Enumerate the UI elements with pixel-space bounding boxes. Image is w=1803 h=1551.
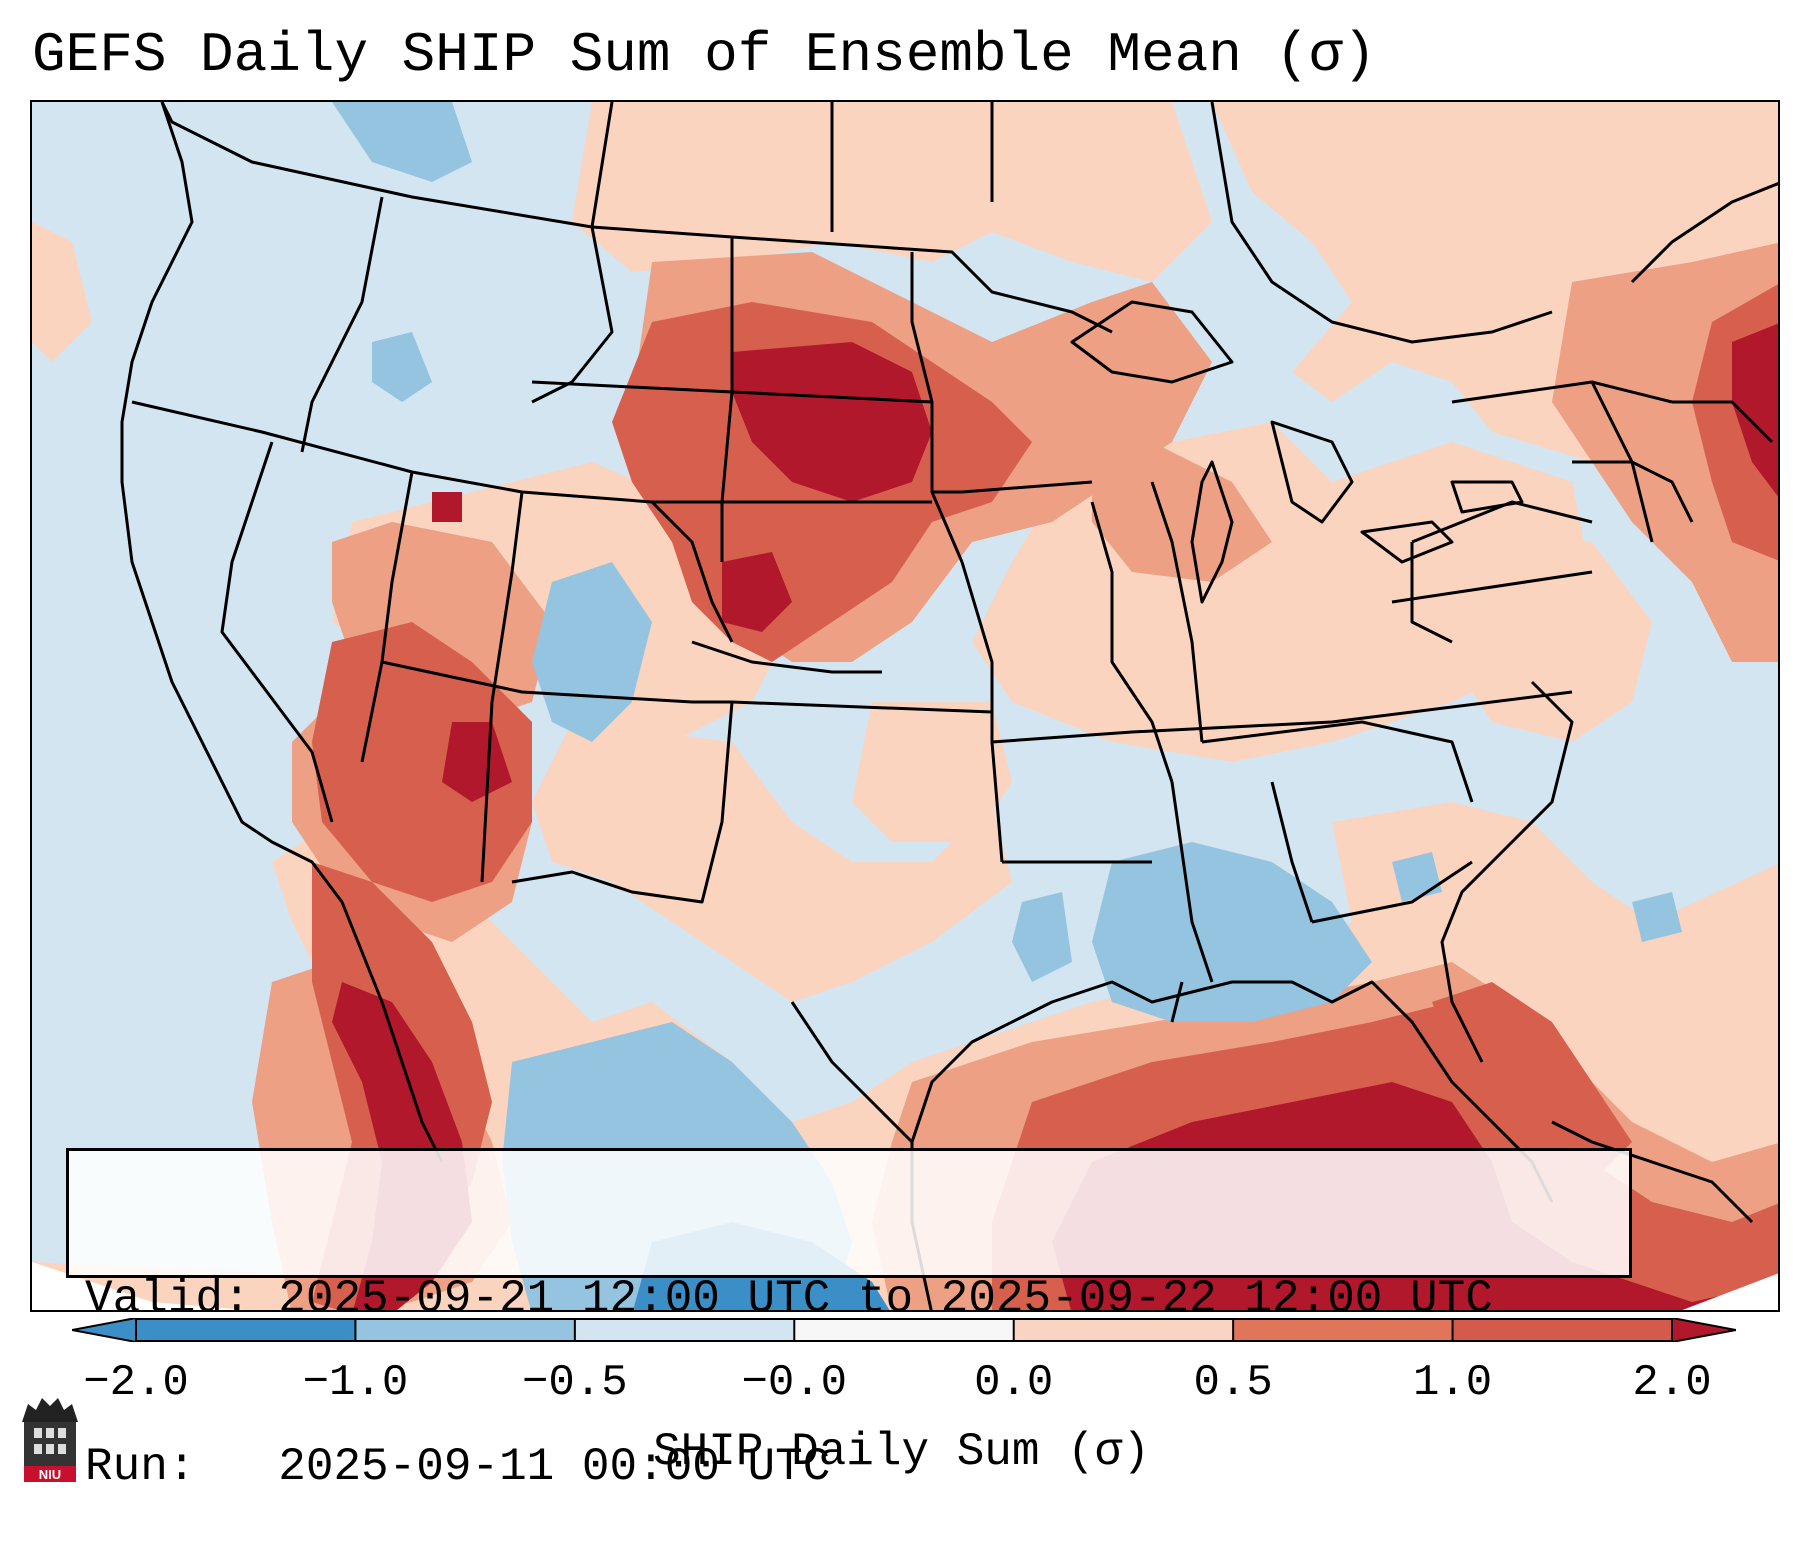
colorbar-tick-label: 0.0 — [974, 1358, 1054, 1408]
colorbar-segment — [136, 1318, 356, 1342]
state-borders — [120, 102, 1673, 1163]
colorbar-segment — [1233, 1318, 1454, 1342]
colorbar-tick-label: −2.0 — [83, 1358, 189, 1408]
colorbar-segment — [1013, 1318, 1234, 1342]
map-panel[interactable] — [30, 100, 1780, 1312]
colorbar-segment — [1452, 1318, 1673, 1342]
colorbar-segment — [574, 1318, 795, 1342]
colorbar-extend-high — [1671, 1318, 1736, 1342]
colorbar-tick-label: 2.0 — [1632, 1358, 1712, 1408]
svg-text:NIU: NIU — [39, 1467, 61, 1482]
chart-title: GEFS Daily SHIP Sum of Ensemble Mean (σ) — [32, 23, 1377, 87]
coastlines — [790, 181, 1778, 1310]
niu-logo-icon: NIU — [22, 1398, 78, 1482]
colorbar — [72, 1318, 1736, 1342]
map-edge-right — [1682, 1273, 1778, 1310]
run-time-text: Run: 2025-09-11 00:00 UTC — [85, 1441, 831, 1493]
map-edge-left — [32, 1262, 246, 1310]
colorbar-tick-label: −1.0 — [302, 1358, 409, 1408]
validity-info-box: Valid: 2025-09-21 12:00 UTC to 2025-09-2… — [66, 1148, 1632, 1493]
colorbar-tick-label: −0.5 — [522, 1358, 628, 1408]
colorbar-tick-label: 0.5 — [1193, 1358, 1273, 1408]
colorbar-tick-label: −0.0 — [741, 1358, 848, 1408]
colorbar-extend-low — [72, 1318, 137, 1342]
colorbar-segments — [72, 1318, 1736, 1342]
colorbar-label: SHIP Daily Sum (σ) — [653, 1426, 1150, 1478]
valid-time-text: Valid: 2025-09-21 12:00 UTC to 2025-09-2… — [85, 1273, 1493, 1325]
colorbar-tick-label: 1.0 — [1412, 1358, 1493, 1408]
map-svg — [32, 102, 1778, 1310]
colorbar-segment — [794, 1318, 1015, 1342]
colorbar-segment — [355, 1318, 576, 1342]
